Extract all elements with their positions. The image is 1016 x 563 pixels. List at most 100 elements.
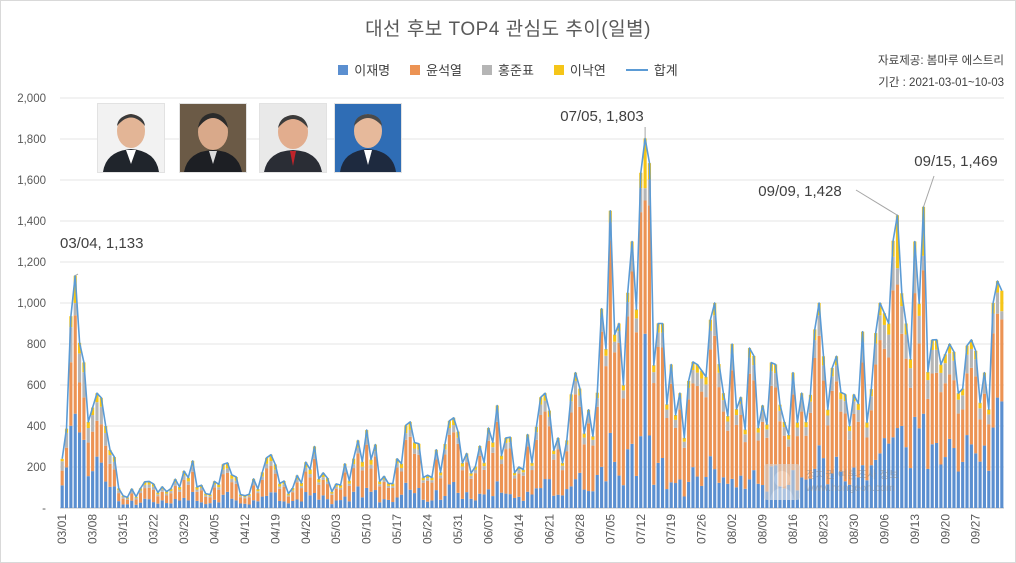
bar-lee-nakyon [652, 365, 656, 373]
bar-lee-jaemyung [608, 432, 612, 508]
bar-hong-joonpyo [887, 334, 891, 358]
bar-lee-nakyon [147, 481, 151, 485]
bar-lee-jaemyung [826, 484, 830, 508]
x-tick-label: 07/19 [664, 514, 678, 544]
bar-yoon-seokyoul [913, 293, 917, 417]
bar-yoon-seokyoul [869, 410, 873, 466]
bar-lee-jaemyung [95, 456, 99, 508]
bar-yoon-seokyoul [569, 412, 573, 487]
bar-yoon-seokyoul [212, 487, 216, 500]
bar-lee-nakyon [882, 313, 886, 325]
bar-lee-jaemyung [630, 443, 634, 508]
bar-lee-nakyon [582, 433, 586, 438]
bar-hong-joonpyo [408, 429, 412, 437]
bar-hong-joonpyo [234, 480, 238, 484]
bar-lee-jaemyung [169, 503, 173, 508]
bar-yoon-seokyoul [817, 335, 821, 446]
bar-lee-jaemyung [304, 492, 308, 508]
bar-hong-joonpyo [373, 451, 377, 457]
bar-lee-jaemyung [830, 473, 834, 508]
bar-hong-joonpyo [634, 318, 638, 333]
bar-hong-joonpyo [151, 486, 156, 490]
bar-yoon-seokyoul [861, 362, 865, 466]
bar-hong-joonpyo [69, 327, 73, 363]
bar-yoon-seokyoul [617, 342, 621, 476]
x-tick-label: 05/03 [329, 514, 343, 544]
bar-lee-jaemyung [99, 462, 103, 508]
bar-hong-joonpyo [917, 315, 921, 344]
x-tick-label: 03/08 [86, 514, 100, 544]
bar-hong-joonpyo [130, 490, 134, 494]
bar-lee-jaemyung [482, 494, 486, 508]
bar-lee-jaemyung [908, 468, 913, 508]
bar-yoon-seokyoul [874, 364, 878, 460]
bar-yoon-seokyoul [782, 435, 786, 489]
bar-lee-jaemyung [935, 442, 939, 508]
bar-lee-jaemyung [961, 461, 965, 508]
bar-yoon-seokyoul [826, 425, 830, 485]
bar-yoon-seokyoul [460, 470, 464, 499]
bar-hong-joonpyo [673, 419, 678, 428]
bar-lee-jaemyung [652, 484, 656, 508]
y-tick-label: 1,000 [17, 298, 46, 310]
bar-hong-joonpyo [230, 478, 234, 483]
bar-lee-jaemyung [982, 445, 986, 508]
bar-lee-jaemyung [69, 425, 73, 508]
bar-lee-jaemyung [687, 481, 691, 508]
bar-yoon-seokyoul [486, 440, 491, 490]
bar-hong-joonpyo [630, 253, 634, 272]
bar-hong-joonpyo [582, 437, 586, 445]
bar-yoon-seokyoul [882, 348, 886, 439]
annotation-label: 09/15, 1,469 [914, 153, 997, 170]
bar-lee-nakyon [412, 442, 417, 449]
bar-yoon-seokyoul [643, 200, 647, 334]
bar-yoon-seokyoul [830, 390, 834, 474]
bar-lee-jaemyung [178, 500, 182, 508]
bar-lee-jaemyung [430, 500, 434, 508]
bar-yoon-seokyoul [138, 493, 143, 503]
bar-yoon-seokyoul [969, 367, 973, 445]
bar-lee-jaemyung [565, 489, 569, 508]
bar-yoon-seokyoul [834, 381, 839, 457]
bar-hong-joonpyo [104, 432, 108, 446]
bar-hong-joonpyo [982, 379, 986, 394]
bar-hong-joonpyo [543, 400, 547, 412]
bar-lee-jaemyung [726, 483, 730, 508]
bar-yoon-seokyoul [948, 374, 952, 439]
bar-lee-nakyon [217, 484, 221, 488]
bar-yoon-seokyoul [930, 373, 934, 445]
bar-lee-jaemyung [834, 456, 839, 508]
bar-lee-jaemyung [695, 476, 699, 508]
bar-lee-jaemyung [365, 487, 369, 508]
bar-yoon-seokyoul [961, 409, 965, 462]
x-tick-label: 07/12 [634, 514, 648, 544]
bar-lee-nakyon [86, 421, 90, 429]
bar-lee-nakyon [604, 349, 608, 356]
bar-lee-jaemyung [643, 333, 647, 508]
bar-lee-jaemyung [212, 499, 216, 508]
bar-yoon-seokyoul [682, 447, 686, 497]
bar-yoon-seokyoul [721, 411, 725, 478]
bar-hong-joonpyo [517, 469, 521, 474]
bar-hong-joonpyo [78, 353, 82, 383]
bar-lee-nakyon [143, 481, 147, 485]
bar-yoon-seokyoul [495, 421, 499, 482]
bar-lee-jaemyung [665, 489, 669, 508]
bar-yoon-seokyoul [974, 376, 978, 454]
bar-lee-jaemyung [373, 490, 377, 508]
bar-yoon-seokyoul [430, 482, 434, 501]
bar-hong-joonpyo [343, 468, 347, 473]
bar-lee-nakyon [265, 457, 269, 464]
bar-lee-jaemyung [330, 504, 334, 508]
bar-yoon-seokyoul [739, 415, 743, 476]
bar-hong-joonpyo [834, 365, 839, 382]
bar-lee-nakyon [452, 417, 456, 426]
bar-lee-jaemyung [369, 491, 373, 508]
y-tick-label: 1,200 [17, 257, 46, 269]
bar-hong-joonpyo [665, 409, 669, 419]
bar-yoon-seokyoul [491, 452, 495, 497]
bar-lee-nakyon [1000, 290, 1004, 312]
bar-yoon-seokyoul [621, 398, 625, 486]
bar-hong-joonpyo [82, 372, 86, 398]
bar-hong-joonpyo [865, 427, 869, 438]
